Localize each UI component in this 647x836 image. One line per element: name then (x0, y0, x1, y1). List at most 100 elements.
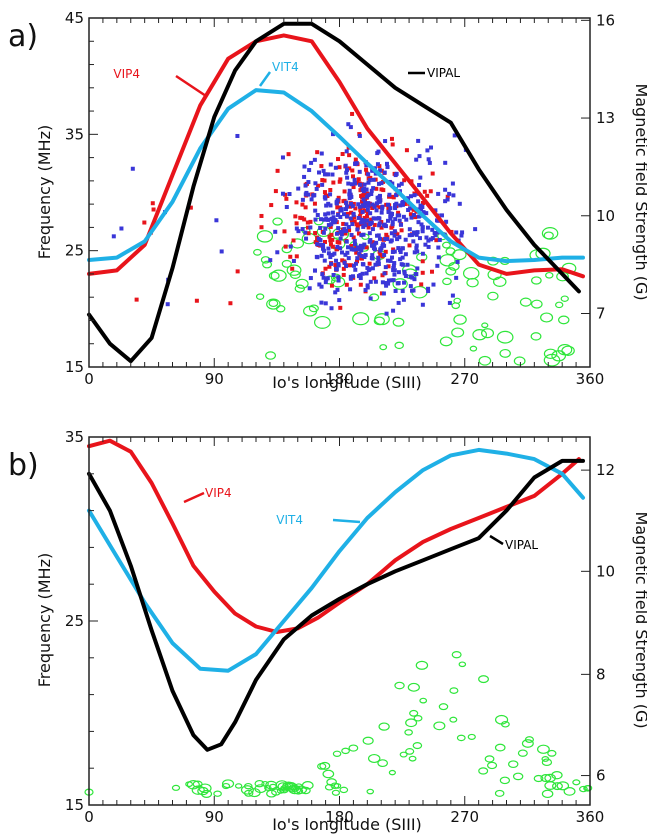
red-data-point (356, 231, 361, 236)
green-circle-point (531, 299, 543, 309)
x-tick-label: 180 (325, 370, 354, 388)
blue-data-point (405, 262, 410, 267)
red-data-point (379, 225, 384, 230)
red-data-point (362, 215, 367, 220)
blue-data-point (452, 133, 457, 138)
blue-data-point (366, 193, 371, 198)
series-line-vipal (87, 21, 581, 364)
green-circle-point (333, 783, 342, 789)
blue-data-point (375, 201, 380, 206)
green-circle-point (478, 767, 489, 775)
green-circle-point (293, 787, 304, 795)
green-circle-point (255, 293, 265, 300)
blue-data-point (386, 278, 391, 283)
red-data-point (354, 222, 359, 227)
green-circle-point (407, 682, 420, 692)
red-data-point (370, 205, 375, 210)
green-circle-point (268, 299, 279, 308)
blue-data-point (389, 231, 394, 236)
panel-a-y-axis-title: Frequency (MHz) (35, 125, 54, 259)
blue-data-point (304, 236, 309, 241)
blue-data-point (397, 213, 402, 218)
blue-data-point (321, 168, 326, 173)
blue-data-point (393, 205, 398, 210)
blue-data-point (344, 239, 349, 244)
blue-data-point (280, 155, 285, 160)
blue-data-point (328, 162, 333, 167)
red-data-point (353, 157, 358, 162)
blue-data-point (357, 133, 362, 138)
blue-data-point (380, 280, 385, 285)
blue-data-point (381, 291, 386, 296)
red-data-point (347, 153, 352, 158)
blue-data-point (366, 172, 371, 177)
blue-data-point (390, 222, 395, 227)
blue-data-point (386, 202, 391, 207)
blue-data-point (338, 236, 343, 241)
green-circle-point (319, 761, 331, 770)
red-data-point (335, 240, 340, 245)
blue-data-point (335, 244, 340, 249)
blue-data-point (284, 204, 289, 209)
panel-b-series: VIP4 VIT4 VIPAL (87, 438, 585, 752)
green-circle-point (394, 341, 404, 350)
y-tick-label: 15 (65, 796, 84, 814)
blue-data-point (391, 278, 396, 283)
blue-data-point (387, 192, 392, 197)
blue-data-point (348, 216, 353, 221)
green-circle-point (240, 785, 254, 795)
red-data-point (315, 150, 320, 155)
blue-data-point (319, 151, 324, 156)
blue-data-point (361, 224, 366, 229)
green-circle-point (341, 747, 350, 755)
blue-data-point (361, 232, 366, 237)
blue-data-point (329, 306, 334, 311)
green-circle-point (331, 789, 341, 796)
blue-data-point (443, 187, 448, 192)
red-data-point (303, 205, 308, 210)
blue-data-point (351, 211, 356, 216)
blue-data-point (420, 205, 425, 210)
red-data-point (338, 177, 343, 182)
blue-data-point (420, 227, 425, 232)
red-data-point (337, 165, 342, 170)
red-data-point (399, 228, 404, 233)
blue-data-point (318, 217, 323, 222)
red-data-point (372, 276, 377, 281)
green-circle-point (583, 785, 593, 792)
blue-data-point (321, 248, 326, 253)
blue-data-point (344, 204, 349, 209)
green-circle-point (439, 336, 453, 347)
blue-data-point (349, 194, 354, 199)
blue-data-point (383, 139, 388, 144)
red-data-point (337, 179, 342, 184)
blue-data-point (424, 235, 429, 240)
blue-data-point (348, 192, 353, 197)
blue-data-point (433, 233, 438, 238)
blue-data-point (321, 230, 326, 235)
blue-data-point (350, 204, 355, 209)
blue-data-point (403, 237, 408, 242)
blue-data-point (352, 177, 357, 182)
blue-data-point (382, 252, 387, 257)
blue-data-point (385, 258, 390, 263)
green-circle-point (484, 755, 495, 763)
green-circle-point (537, 744, 550, 754)
green-circle-point (261, 780, 269, 787)
blue-data-point (348, 274, 353, 279)
blue-data-point (351, 263, 356, 268)
red-data-point (420, 270, 425, 275)
blue-data-point (330, 210, 335, 215)
blue-data-point (344, 149, 349, 154)
blue-data-point (319, 284, 324, 289)
green-circle-point (541, 756, 550, 762)
blue-data-point (358, 182, 363, 187)
blue-data-point (436, 245, 441, 250)
blue-data-point (306, 180, 311, 185)
panel-b-axes: 0 90 180 270 360 15 25 35 6 8 10 12 (65, 428, 615, 826)
blue-data-point (383, 224, 388, 229)
blue-data-point (359, 233, 364, 238)
blue-data-point (380, 244, 385, 249)
blue-data-point (384, 283, 389, 288)
blue-data-point (366, 201, 371, 206)
